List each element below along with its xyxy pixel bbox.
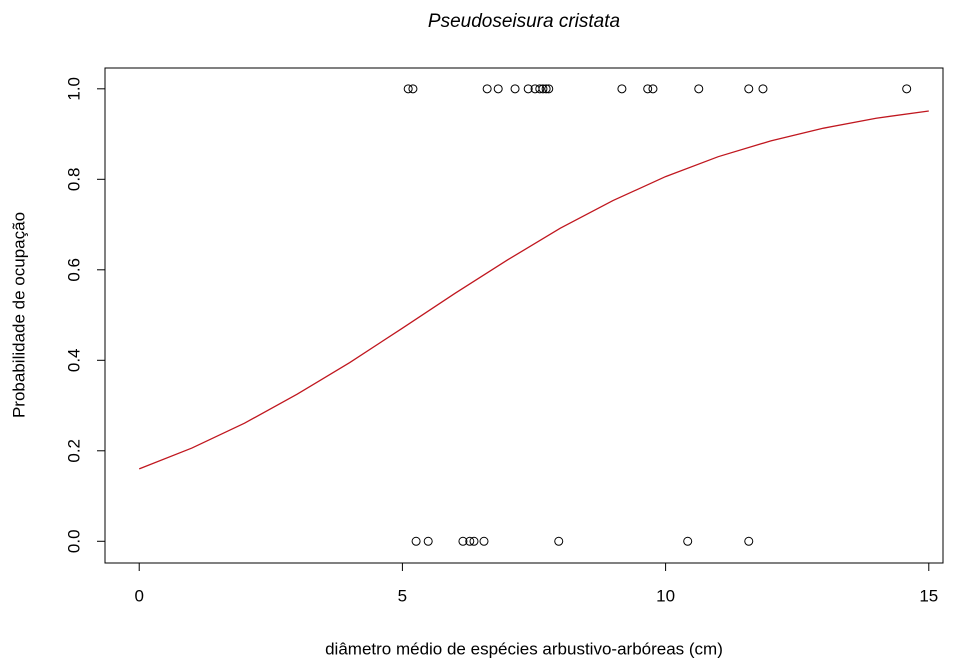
y-tick-label: 0.2 xyxy=(64,439,83,463)
data-point xyxy=(544,84,554,94)
x-axis-label: diâmetro médio de espécies arbustivo-arb… xyxy=(325,639,723,658)
y-tick-label: 0.4 xyxy=(64,348,83,372)
data-point xyxy=(538,84,548,94)
y-tick-label: 0.8 xyxy=(64,167,83,191)
plot-frame xyxy=(104,67,944,564)
data-point xyxy=(744,84,754,94)
data-point xyxy=(744,536,754,546)
data-point xyxy=(510,84,520,94)
data-point xyxy=(648,84,658,94)
x-tick-label: 0 xyxy=(134,586,143,605)
data-point xyxy=(902,84,912,94)
data-point xyxy=(493,84,503,94)
data-point xyxy=(523,84,533,94)
data-point xyxy=(465,536,475,546)
data-point xyxy=(617,84,627,94)
data-point xyxy=(469,536,479,546)
data-point xyxy=(643,84,653,94)
data-point xyxy=(694,84,704,94)
y-tick-label: 0.0 xyxy=(64,529,83,553)
x-tick-label: 5 xyxy=(398,586,407,605)
data-point xyxy=(482,84,492,94)
data-point xyxy=(683,536,693,546)
data-point xyxy=(535,84,545,94)
data-point xyxy=(423,536,433,546)
data-point xyxy=(411,536,421,546)
x-tick-label: 15 xyxy=(919,586,938,605)
data-point xyxy=(408,84,418,94)
data-point xyxy=(403,84,413,94)
data-point xyxy=(479,536,489,546)
y-axis-label: Probabilidade de ocupação xyxy=(9,212,28,418)
y-tick-label: 1.0 xyxy=(64,77,83,101)
y-tick-label: 0.6 xyxy=(64,258,83,282)
chart-title: Pseudoseisura cristata xyxy=(428,11,620,32)
data-point xyxy=(758,84,768,94)
fitted-curve xyxy=(138,110,929,470)
data-point xyxy=(554,536,564,546)
data-point xyxy=(541,84,551,94)
x-tick-label: 10 xyxy=(656,586,675,605)
data-point xyxy=(458,536,468,546)
